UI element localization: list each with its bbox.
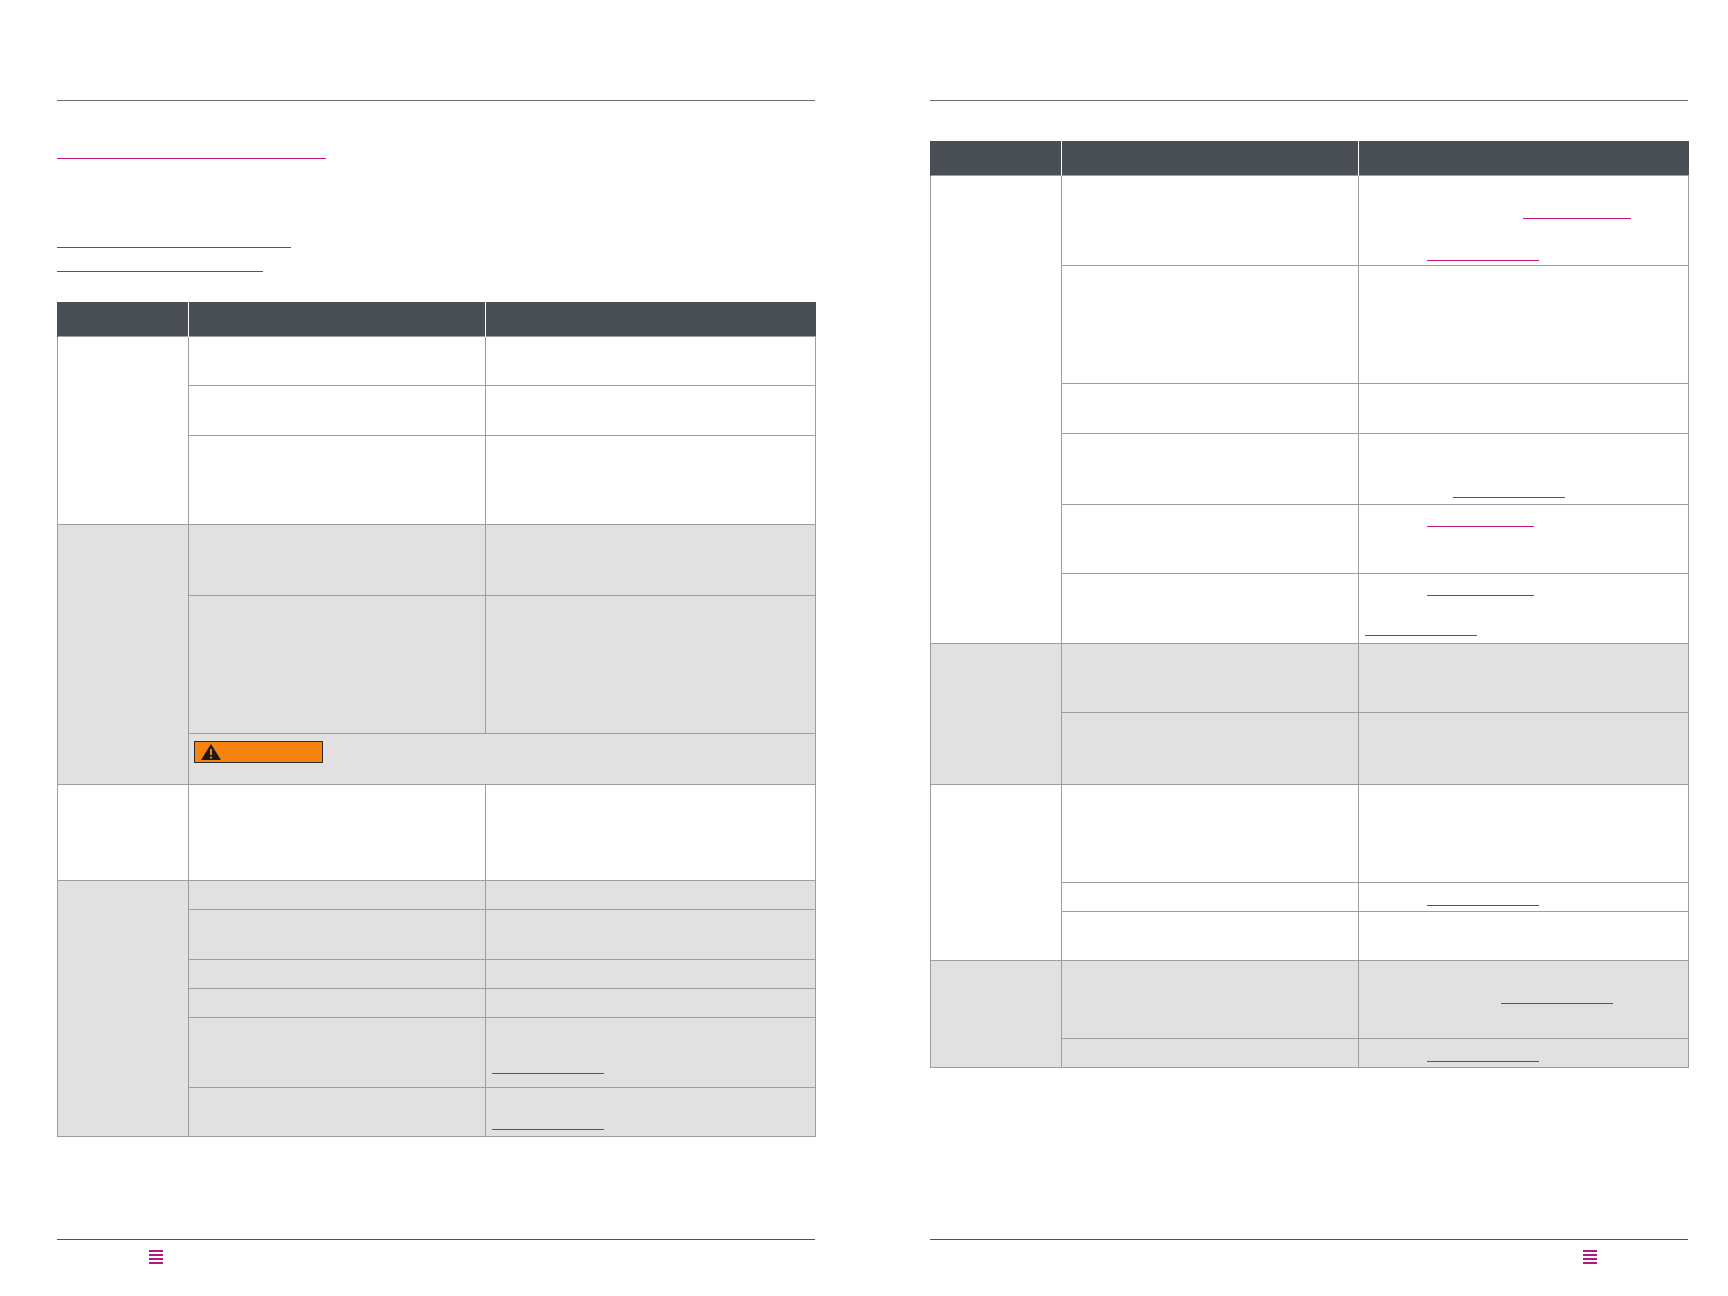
table-row <box>931 882 1689 912</box>
left-table-header <box>57 302 816 337</box>
table-row <box>58 1017 816 1088</box>
cell-link[interactable] <box>492 1073 604 1074</box>
table-row <box>930 643 1689 785</box>
left-table <box>57 302 816 1137</box>
table-row <box>57 784 816 881</box>
table-row <box>58 595 816 734</box>
right-table-header <box>930 141 1689 176</box>
cell-link[interactable] <box>1365 635 1477 636</box>
left-header-rule <box>57 100 815 101</box>
table-row <box>930 784 1689 961</box>
left-intro-link[interactable] <box>57 158 326 159</box>
right-menu-icon[interactable] <box>1583 1250 1597 1264</box>
table-row <box>58 1087 816 1137</box>
cell-link[interactable] <box>1453 497 1565 498</box>
table-row <box>931 911 1689 961</box>
cell-link[interactable] <box>1427 260 1539 261</box>
right-table <box>930 141 1689 1068</box>
cell-link[interactable] <box>1427 1061 1539 1062</box>
left-footer-rule <box>57 1239 815 1240</box>
left-link-1[interactable] <box>57 247 291 248</box>
table-row <box>931 265 1689 384</box>
cell-link[interactable] <box>1427 595 1534 596</box>
right-footer-rule <box>930 1239 1688 1240</box>
cell-link[interactable] <box>1427 526 1534 527</box>
table-row <box>930 175 1689 644</box>
table-row <box>931 433 1689 505</box>
warning-triangle-icon <box>201 744 221 760</box>
table-row <box>57 336 816 525</box>
table-row-warning <box>58 733 816 785</box>
right-header-rule <box>930 100 1688 101</box>
left-menu-icon[interactable] <box>149 1250 163 1264</box>
table-row <box>931 504 1689 574</box>
cell-link[interactable] <box>1427 905 1539 906</box>
cell-link[interactable] <box>1523 218 1631 219</box>
table-row <box>57 524 816 785</box>
table-row <box>931 712 1689 785</box>
table-row <box>58 988 816 1018</box>
table-row <box>930 960 1689 1068</box>
cell-link[interactable] <box>1501 1003 1613 1004</box>
table-row <box>931 1038 1689 1068</box>
table-row <box>58 909 816 960</box>
cell-link[interactable] <box>492 1129 604 1130</box>
warning-label <box>194 741 323 763</box>
left-link-2[interactable] <box>57 271 263 272</box>
table-row <box>58 435 816 525</box>
table-row <box>57 880 816 1137</box>
table-row <box>931 573 1689 644</box>
